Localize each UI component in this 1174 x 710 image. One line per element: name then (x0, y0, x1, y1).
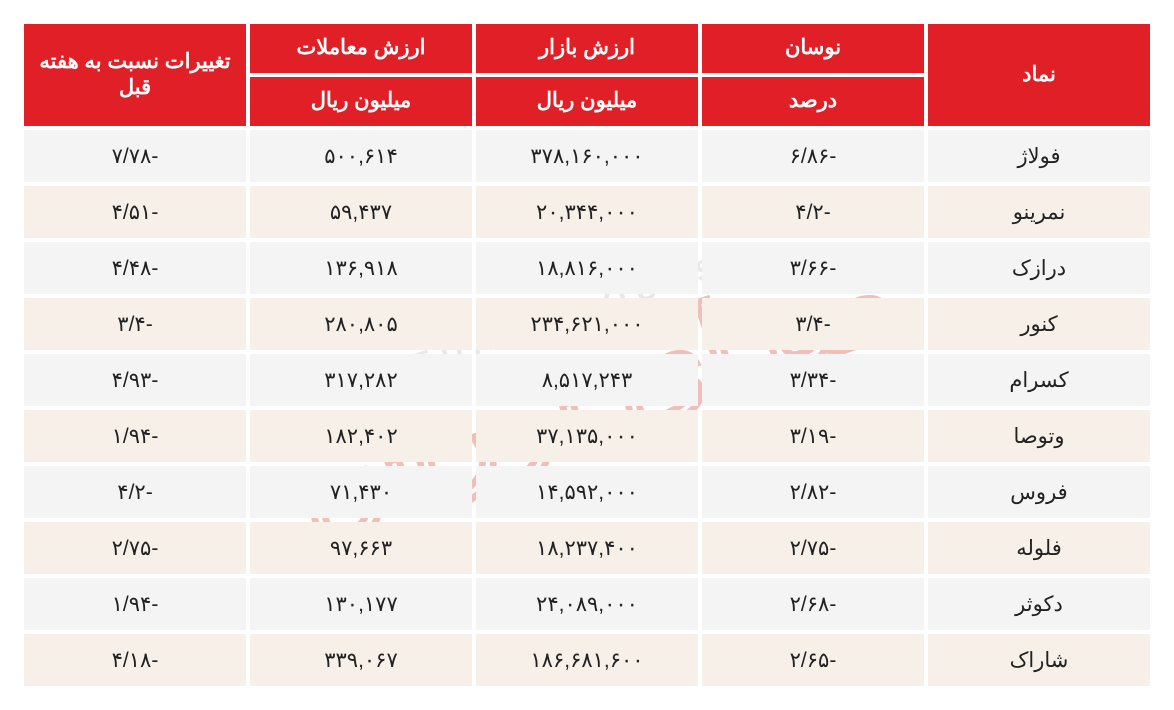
cell-wow_change: -۴/۱۸ (24, 634, 246, 686)
cell-volatility: -۳/۱۹ (702, 410, 924, 462)
cell-wow_change: -۳/۴ (24, 298, 246, 350)
cell-symbol: کسرام (928, 354, 1150, 406)
cell-market_value: ۳۷۸,۱۶۰,۰۰۰ (476, 130, 698, 182)
col-header-trade-value: ارزش معاملات (250, 24, 472, 73)
cell-symbol: کنور (928, 298, 1150, 350)
cell-trade_value: ۹۷,۶۶۳ (250, 522, 472, 574)
cell-symbol: وتوصا (928, 410, 1150, 462)
col-subheader-market-value: میلیون ریال (476, 77, 698, 126)
col-header-volatility: نوسان (702, 24, 924, 73)
cell-trade_value: ۱۳۰,۱۷۷ (250, 578, 472, 630)
cell-trade_value: ۱۸۲,۴۰۲ (250, 410, 472, 462)
cell-wow_change: -۷/۷۸ (24, 130, 246, 182)
table-row: نمرینو-۴/۲۲۰,۳۴۴,۰۰۰۵۹,۴۳۷-۴/۵۱ (24, 186, 1150, 238)
cell-market_value: ۳۷,۱۳۵,۰۰۰ (476, 410, 698, 462)
cell-trade_value: ۲۸۰,۸۰۵ (250, 298, 472, 350)
table-head: نماد نوسان ارزش بازار ارزش معاملات تغییر… (24, 24, 1150, 126)
cell-symbol: شاراک (928, 634, 1150, 686)
cell-symbol: نمرینو (928, 186, 1150, 238)
cell-symbol: فروس (928, 466, 1150, 518)
col-header-wow-change: تغییرات نسبت به هفته قبل (24, 24, 246, 126)
cell-wow_change: -۱/۹۴ (24, 410, 246, 462)
cell-market_value: ۱۸,۲۳۷,۴۰۰ (476, 522, 698, 574)
cell-symbol: درازک (928, 242, 1150, 294)
cell-market_value: ۱۸,۸۱۶,۰۰۰ (476, 242, 698, 294)
cell-symbol: دکوثر (928, 578, 1150, 630)
cell-symbol: فولاژ (928, 130, 1150, 182)
cell-wow_change: -۴/۴۸ (24, 242, 246, 294)
cell-volatility: -۳/۴ (702, 298, 924, 350)
table-row: وتوصا-۳/۱۹۳۷,۱۳۵,۰۰۰۱۸۲,۴۰۲-۱/۹۴ (24, 410, 1150, 462)
table-row: فولاژ-۶/۸۶۳۷۸,۱۶۰,۰۰۰۵۰۰,۶۱۴-۷/۷۸ (24, 130, 1150, 182)
cell-market_value: ۱۸۶,۶۸۱,۶۰۰ (476, 634, 698, 686)
cell-trade_value: ۷۱,۴۳۰ (250, 466, 472, 518)
cell-volatility: -۲/۶۵ (702, 634, 924, 686)
cell-symbol: فلوله (928, 522, 1150, 574)
cell-wow_change: -۴/۹۳ (24, 354, 246, 406)
cell-market_value: ۲۰,۳۴۴,۰۰۰ (476, 186, 698, 238)
cell-volatility: -۲/۸۲ (702, 466, 924, 518)
col-subheader-volatility: درصد (702, 77, 924, 126)
table-row: دکوثر-۲/۶۸۲۴,۰۸۹,۰۰۰۱۳۰,۱۷۷-۱/۹۴ (24, 578, 1150, 630)
cell-trade_value: ۳۱۷,۲۸۲ (250, 354, 472, 406)
cell-wow_change: -۲/۷۵ (24, 522, 246, 574)
table-row: درازک-۳/۶۶۱۸,۸۱۶,۰۰۰۱۳۶,۹۱۸-۴/۴۸ (24, 242, 1150, 294)
cell-wow_change: -۴/۲ (24, 466, 246, 518)
col-header-market-value: ارزش بازار (476, 24, 698, 73)
cell-volatility: -۳/۳۴ (702, 354, 924, 406)
cell-market_value: ۸,۵۱۷,۲۴۳ (476, 354, 698, 406)
cell-volatility: -۴/۲ (702, 186, 924, 238)
table-row: شاراک-۲/۶۵۱۸۶,۶۸۱,۶۰۰۳۳۹,۰۶۷-۴/۱۸ (24, 634, 1150, 686)
cell-volatility: -۲/۶۸ (702, 578, 924, 630)
cell-volatility: -۶/۸۶ (702, 130, 924, 182)
cell-volatility: -۲/۷۵ (702, 522, 924, 574)
cell-volatility: -۳/۶۶ (702, 242, 924, 294)
table-row: کنور-۳/۴۲۳۴,۶۲۱,۰۰۰۲۸۰,۸۰۵-۳/۴ (24, 298, 1150, 350)
cell-wow_change: -۴/۵۱ (24, 186, 246, 238)
table-wrap: SEDAYE BOURSE صدای بورس نماد نوسان ارزش … (20, 20, 1154, 690)
table-body: فولاژ-۶/۸۶۳۷۸,۱۶۰,۰۰۰۵۰۰,۶۱۴-۷/۷۸نمرینو-… (24, 130, 1150, 686)
cell-market_value: ۲۳۴,۶۲۱,۰۰۰ (476, 298, 698, 350)
col-header-symbol: نماد (928, 24, 1150, 126)
stock-table: نماد نوسان ارزش بازار ارزش معاملات تغییر… (20, 20, 1154, 690)
cell-trade_value: ۱۳۶,۹۱۸ (250, 242, 472, 294)
col-subheader-trade-value: میلیون ریال (250, 77, 472, 126)
cell-market_value: ۱۴,۵۹۲,۰۰۰ (476, 466, 698, 518)
table-row: فلوله-۲/۷۵۱۸,۲۳۷,۴۰۰۹۷,۶۶۳-۲/۷۵ (24, 522, 1150, 574)
table-row: فروس-۲/۸۲۱۴,۵۹۲,۰۰۰۷۱,۴۳۰-۴/۲ (24, 466, 1150, 518)
cell-trade_value: ۵۰۰,۶۱۴ (250, 130, 472, 182)
cell-wow_change: -۱/۹۴ (24, 578, 246, 630)
cell-market_value: ۲۴,۰۸۹,۰۰۰ (476, 578, 698, 630)
cell-trade_value: ۵۹,۴۳۷ (250, 186, 472, 238)
cell-trade_value: ۳۳۹,۰۶۷ (250, 634, 472, 686)
table-row: کسرام-۳/۳۴۸,۵۱۷,۲۴۳۳۱۷,۲۸۲-۴/۹۳ (24, 354, 1150, 406)
